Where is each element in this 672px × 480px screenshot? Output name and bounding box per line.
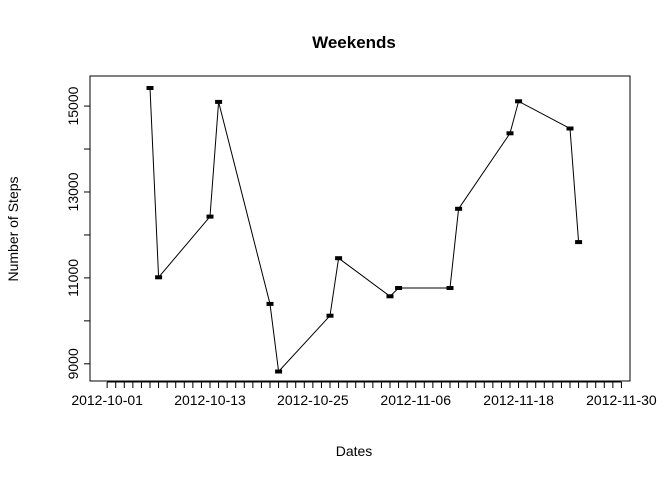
data-point <box>455 206 463 211</box>
data-point <box>575 240 583 245</box>
data-point <box>275 369 283 374</box>
y-axis-label: Number of Steps <box>5 176 21 281</box>
plot-area <box>146 86 583 374</box>
y-tick-label: 15000 <box>65 86 81 125</box>
data-point <box>335 256 343 261</box>
data-point <box>266 301 274 306</box>
x-tick-label: 2012-10-01 <box>71 392 143 408</box>
y-tick-label: 11000 <box>65 259 81 297</box>
data-point <box>155 275 163 280</box>
x-axis: 2012-10-01 2012-10-13 2012-10-25 2012-11-06… <box>71 381 657 408</box>
chart-title: Weekends <box>312 33 396 52</box>
data-point <box>395 286 403 290</box>
data-point <box>515 99 523 104</box>
y-tick-label: 9000 <box>65 348 81 379</box>
data-point <box>386 294 394 299</box>
data-point <box>446 286 454 290</box>
data-point <box>326 313 334 318</box>
plot-frame <box>89 75 631 382</box>
x-tick-label: 2012-11-06 <box>380 392 451 408</box>
y-tick-label: 13000 <box>65 172 81 211</box>
x-tick-label: 2012-10-13 <box>174 392 246 408</box>
x-tick-label: 2012-11-18 <box>483 392 554 408</box>
data-point <box>566 126 574 131</box>
data-point <box>146 86 154 90</box>
y-axis: 9000 11000 13000 15000 <box>65 86 91 379</box>
x-tick-label: 2012-11-30 <box>586 392 657 408</box>
x-axis-label: Dates <box>336 443 373 459</box>
data-point <box>506 131 514 136</box>
x-tick-label: 2012-10-25 <box>277 392 349 408</box>
data-point <box>206 214 214 219</box>
series-line <box>149 87 580 373</box>
data-point <box>215 99 223 104</box>
